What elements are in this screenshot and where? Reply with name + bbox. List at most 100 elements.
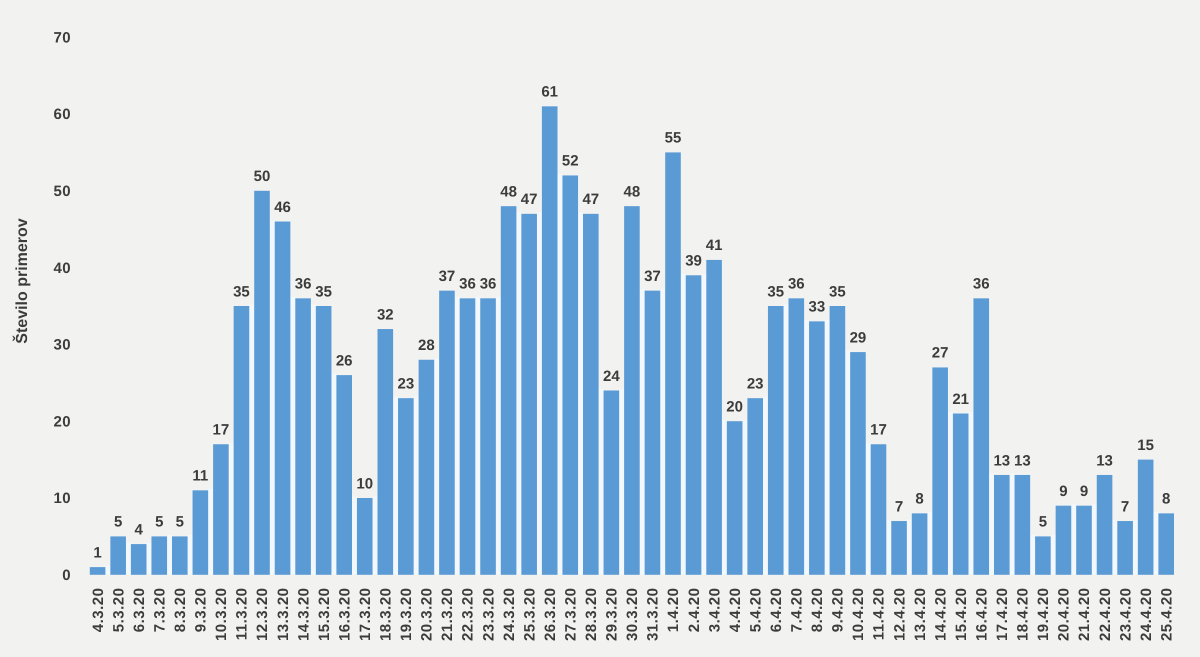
svg-text:21.4.20: 21.4.20 [1076, 588, 1093, 642]
svg-text:10.3.20: 10.3.20 [213, 588, 230, 642]
svg-text:30.3.20: 30.3.20 [624, 588, 641, 642]
svg-text:21: 21 [952, 391, 969, 408]
svg-text:29.3.20: 29.3.20 [604, 588, 621, 642]
svg-text:30: 30 [54, 337, 72, 354]
svg-text:13: 13 [1014, 452, 1031, 469]
svg-text:48: 48 [500, 183, 517, 200]
svg-text:23.4.20: 23.4.20 [1117, 588, 1134, 642]
svg-text:7: 7 [1121, 498, 1129, 515]
svg-text:4: 4 [135, 521, 144, 538]
svg-text:2.4.20: 2.4.20 [686, 588, 703, 633]
svg-text:17.3.20: 17.3.20 [357, 588, 374, 642]
svg-text:10: 10 [54, 490, 72, 507]
svg-text:4.3.20: 4.3.20 [90, 588, 107, 633]
svg-text:7.4.20: 7.4.20 [789, 588, 806, 633]
svg-text:5.3.20: 5.3.20 [110, 588, 127, 633]
svg-text:50: 50 [54, 183, 72, 200]
svg-text:9.3.20: 9.3.20 [193, 588, 210, 633]
svg-text:36: 36 [973, 276, 990, 293]
svg-text:40: 40 [54, 260, 72, 277]
svg-text:10.4.20: 10.4.20 [850, 588, 867, 642]
svg-text:36: 36 [788, 276, 805, 293]
svg-text:9: 9 [1059, 483, 1067, 500]
svg-text:6.3.20: 6.3.20 [131, 588, 148, 633]
svg-text:39: 39 [685, 253, 702, 270]
svg-text:14.4.20: 14.4.20 [932, 588, 949, 642]
svg-text:20.3.20: 20.3.20 [419, 588, 436, 642]
svg-text:36: 36 [459, 276, 476, 293]
svg-text:8.3.20: 8.3.20 [172, 588, 189, 633]
svg-text:12.3.20: 12.3.20 [254, 588, 271, 642]
svg-text:7: 7 [895, 498, 903, 515]
svg-text:28.3.20: 28.3.20 [583, 588, 600, 642]
svg-text:26: 26 [336, 352, 353, 369]
svg-text:5: 5 [155, 514, 163, 531]
svg-text:22.3.20: 22.3.20 [460, 588, 477, 642]
svg-text:13.4.20: 13.4.20 [912, 588, 929, 642]
svg-text:32: 32 [377, 306, 394, 323]
svg-text:5: 5 [114, 514, 122, 531]
svg-text:25.4.20: 25.4.20 [1158, 588, 1175, 642]
svg-text:Število primerov: Število primerov [12, 218, 31, 343]
svg-text:13: 13 [993, 452, 1010, 469]
svg-text:13.3.20: 13.3.20 [275, 588, 292, 642]
svg-text:19.3.20: 19.3.20 [398, 588, 415, 642]
svg-text:3.4.20: 3.4.20 [706, 588, 723, 633]
svg-text:41: 41 [706, 237, 723, 254]
svg-text:26.3.20: 26.3.20 [542, 588, 559, 642]
svg-text:33: 33 [809, 299, 826, 316]
svg-text:48: 48 [624, 183, 641, 200]
svg-text:61: 61 [541, 84, 558, 101]
svg-text:13: 13 [1096, 452, 1113, 469]
svg-text:23.3.20: 23.3.20 [480, 588, 497, 642]
svg-text:14.3.20: 14.3.20 [295, 588, 312, 642]
svg-text:17.4.20: 17.4.20 [994, 588, 1011, 642]
svg-text:10: 10 [356, 475, 373, 492]
svg-text:18.4.20: 18.4.20 [1015, 588, 1032, 642]
svg-text:15.3.20: 15.3.20 [316, 588, 333, 642]
svg-text:50: 50 [254, 168, 271, 185]
svg-text:20: 20 [726, 399, 743, 416]
svg-text:17: 17 [213, 422, 230, 439]
svg-text:9.4.20: 9.4.20 [830, 588, 847, 633]
svg-text:25.3.20: 25.3.20 [521, 588, 538, 642]
svg-text:11.3.20: 11.3.20 [234, 588, 251, 641]
svg-text:24: 24 [603, 368, 620, 385]
svg-text:70: 70 [54, 29, 72, 46]
svg-text:6.4.20: 6.4.20 [768, 588, 785, 633]
svg-text:9: 9 [1080, 483, 1088, 500]
svg-text:23: 23 [398, 375, 415, 392]
svg-text:20.4.20: 20.4.20 [1056, 588, 1073, 642]
svg-text:37: 37 [439, 268, 456, 285]
svg-text:35: 35 [829, 283, 846, 300]
svg-text:7.3.20: 7.3.20 [151, 588, 168, 633]
svg-text:19.4.20: 19.4.20 [1035, 588, 1052, 642]
svg-text:11: 11 [192, 468, 208, 485]
svg-text:24.3.20: 24.3.20 [501, 588, 518, 642]
svg-text:4.4.20: 4.4.20 [727, 588, 744, 633]
svg-text:0: 0 [62, 567, 71, 584]
svg-text:47: 47 [582, 191, 599, 208]
svg-text:27: 27 [932, 345, 949, 362]
svg-text:47: 47 [521, 191, 538, 208]
svg-text:35: 35 [233, 283, 250, 300]
svg-text:36: 36 [480, 276, 497, 293]
svg-text:24.4.20: 24.4.20 [1138, 588, 1155, 642]
svg-text:52: 52 [562, 153, 579, 170]
svg-text:15: 15 [1137, 437, 1154, 454]
svg-text:5: 5 [1039, 514, 1047, 531]
svg-text:1: 1 [93, 544, 101, 561]
svg-text:35: 35 [315, 283, 332, 300]
svg-text:5.4.20: 5.4.20 [747, 588, 764, 633]
svg-text:55: 55 [665, 130, 682, 147]
svg-text:18.3.20: 18.3.20 [378, 588, 395, 642]
svg-text:12.4.20: 12.4.20 [891, 588, 908, 642]
svg-text:5: 5 [176, 514, 184, 531]
svg-text:1.4.20: 1.4.20 [665, 588, 682, 633]
svg-text:36: 36 [295, 276, 312, 293]
svg-text:16.4.20: 16.4.20 [973, 588, 990, 642]
svg-text:16.3.20: 16.3.20 [336, 588, 353, 642]
svg-text:22.4.20: 22.4.20 [1097, 588, 1114, 642]
svg-text:8: 8 [1162, 491, 1170, 508]
svg-text:37: 37 [644, 268, 661, 285]
